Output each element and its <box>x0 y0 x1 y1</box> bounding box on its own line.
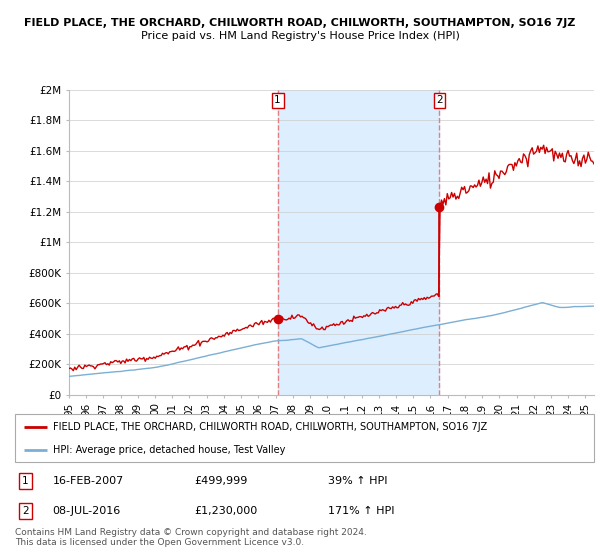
Text: 2: 2 <box>22 506 29 516</box>
Text: 171% ↑ HPI: 171% ↑ HPI <box>328 506 394 516</box>
Text: 1: 1 <box>274 95 281 105</box>
Text: 39% ↑ HPI: 39% ↑ HPI <box>328 475 387 486</box>
Text: £499,999: £499,999 <box>194 475 248 486</box>
Text: HPI: Average price, detached house, Test Valley: HPI: Average price, detached house, Test… <box>53 445 285 455</box>
Text: FIELD PLACE, THE ORCHARD, CHILWORTH ROAD, CHILWORTH, SOUTHAMPTON, SO16 7JZ: FIELD PLACE, THE ORCHARD, CHILWORTH ROAD… <box>25 18 575 29</box>
Text: Contains HM Land Registry data © Crown copyright and database right 2024.
This d: Contains HM Land Registry data © Crown c… <box>15 528 367 547</box>
Text: Price paid vs. HM Land Registry's House Price Index (HPI): Price paid vs. HM Land Registry's House … <box>140 31 460 41</box>
Text: FIELD PLACE, THE ORCHARD, CHILWORTH ROAD, CHILWORTH, SOUTHAMPTON, SO16 7JZ: FIELD PLACE, THE ORCHARD, CHILWORTH ROAD… <box>53 422 487 432</box>
Text: 08-JUL-2016: 08-JUL-2016 <box>53 506 121 516</box>
FancyBboxPatch shape <box>15 414 594 462</box>
Text: 16-FEB-2007: 16-FEB-2007 <box>53 475 124 486</box>
Text: 1: 1 <box>22 475 29 486</box>
Bar <box>278 90 439 395</box>
Text: 2: 2 <box>436 95 443 105</box>
Text: £1,230,000: £1,230,000 <box>194 506 258 516</box>
